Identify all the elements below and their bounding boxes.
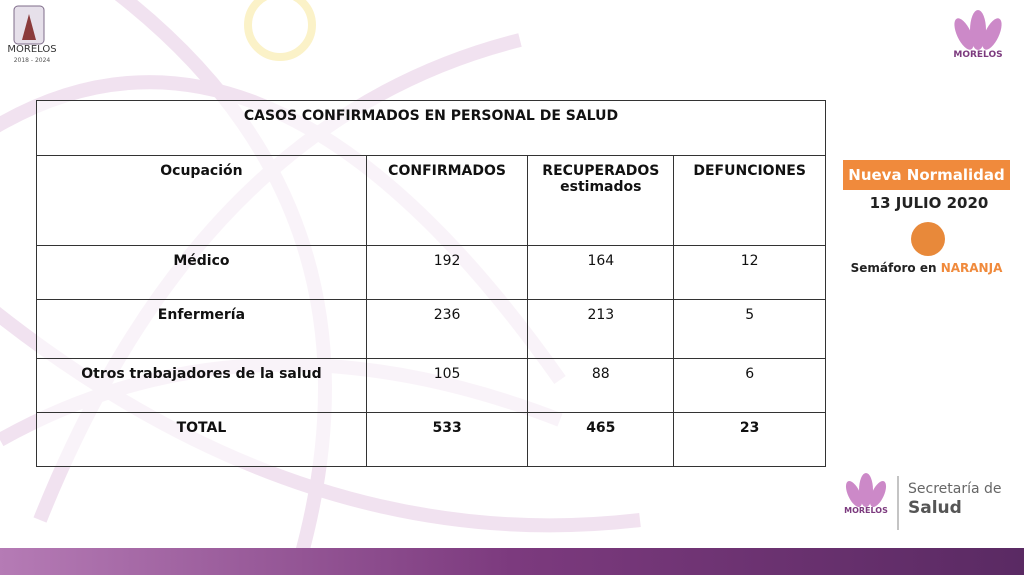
semaphore-prefix: Semáforo en — [850, 261, 937, 275]
column-header: DEFUNCIONES — [673, 155, 826, 246]
table-title: CASOS CONFIRMADOS EN PERSONAL DE SALUD — [36, 100, 826, 156]
cell: 533 — [365, 412, 529, 467]
column-header: RECUPERADOS estimados — [527, 155, 675, 246]
column-header: CONFIRMADOS — [365, 155, 529, 246]
cell: 236 — [365, 299, 529, 359]
semaphore-text: Semáforo en NARANJA — [843, 261, 1010, 275]
department-line2: Salud — [908, 498, 962, 518]
semaphore-color: NARANJA — [940, 261, 1003, 275]
left-logo-name: MORELOS — [7, 44, 57, 55]
cell: 192 — [365, 245, 529, 300]
cell: 164 — [527, 245, 675, 300]
column-header: Ocupación — [36, 155, 367, 246]
cell: 23 — [673, 412, 826, 467]
row-label: TOTAL — [36, 412, 367, 467]
bottom-logo-name: MORELOS — [844, 506, 888, 515]
cell: 213 — [527, 299, 675, 359]
row-label: Otros trabajadores de la salud — [36, 358, 367, 413]
cases-table: CASOS CONFIRMADOS EN PERSONAL DE SALUD O… — [36, 100, 826, 467]
cell: 12 — [673, 245, 826, 300]
cell: 105 — [365, 358, 529, 413]
row-label: Médico — [36, 245, 367, 300]
cell: 465 — [527, 412, 675, 467]
top-right-logo-name: MORELOS — [953, 50, 1003, 60]
row-label: Enfermería — [36, 299, 367, 359]
status-date: 13 JULIO 2020 — [869, 194, 989, 212]
cell: 5 — [673, 299, 826, 359]
cell: 88 — [527, 358, 675, 413]
cell: 6 — [673, 358, 826, 413]
left-logo-years: 2018 - 2024 — [13, 57, 51, 64]
status-badge: Nueva Normalidad — [843, 160, 1010, 190]
department-line1: Secretaría de — [908, 481, 1002, 497]
